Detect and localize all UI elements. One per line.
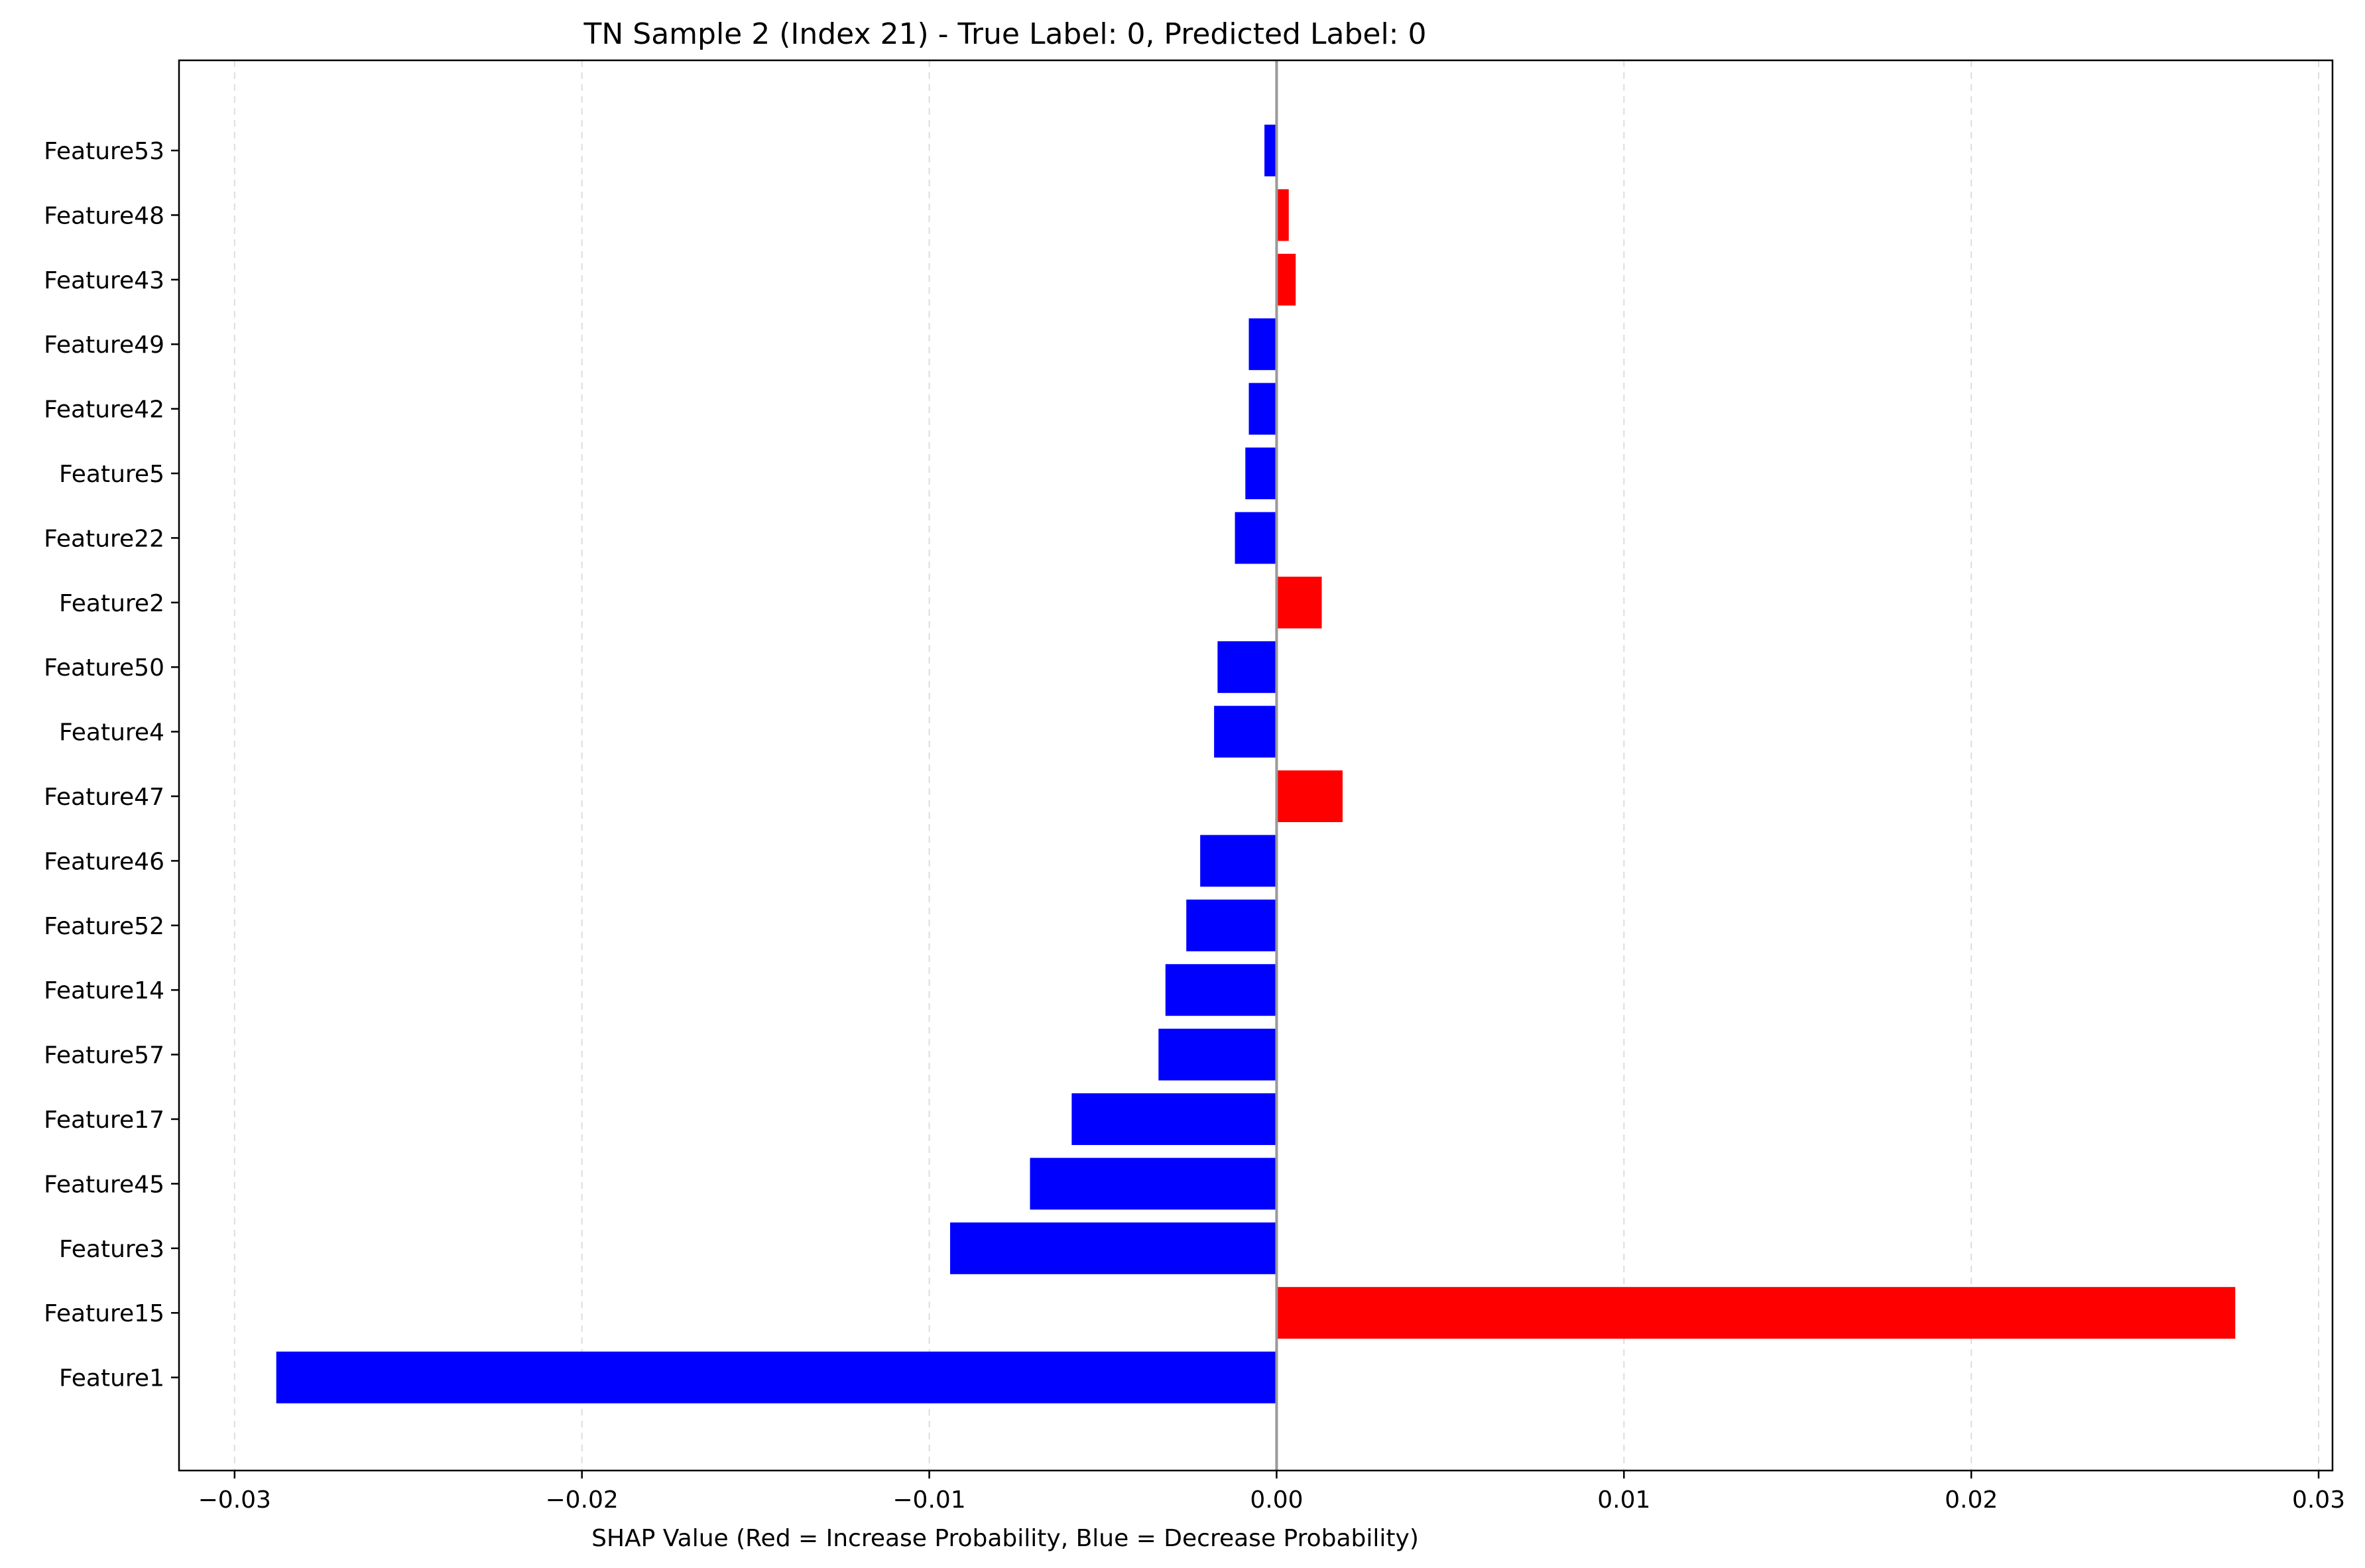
y-tick-label: Feature1 — [59, 1365, 164, 1392]
bars — [276, 125, 2236, 1404]
bar-feature1 — [276, 1351, 1277, 1404]
bar-feature57 — [1158, 1028, 1277, 1081]
bar-feature53 — [1264, 125, 1277, 176]
y-tick-label: Feature53 — [44, 138, 164, 165]
y-tick-label: Feature52 — [44, 913, 164, 940]
y-tick-label: Feature2 — [59, 590, 164, 617]
plot-area-frame — [178, 59, 2334, 1472]
x-tick-label: −0.03 — [198, 1486, 271, 1514]
x-tick-label: 0.00 — [1250, 1486, 1303, 1514]
y-tick-label: Feature49 — [44, 332, 164, 359]
bar-feature46 — [1200, 835, 1277, 887]
x-axis-label: SHAP Value (Red = Increase Probability, … — [591, 1525, 1419, 1552]
bar-feature14 — [1165, 964, 1277, 1016]
y-tick-label: Feature46 — [44, 848, 164, 875]
y-tick-label: Feature48 — [44, 202, 164, 229]
y-tick-label: Feature57 — [44, 1042, 164, 1069]
x-tick-label: 0.02 — [1945, 1486, 1998, 1514]
bar-feature52 — [1186, 899, 1277, 951]
bar-feature42 — [1248, 383, 1277, 435]
bar-feature45 — [1030, 1158, 1277, 1210]
y-tick-label: Feature3 — [59, 1236, 164, 1263]
bar-feature5 — [1245, 448, 1277, 499]
y-tick-label: Feature17 — [44, 1107, 164, 1134]
bar-feature4 — [1214, 705, 1277, 758]
bar-feature3 — [949, 1222, 1277, 1274]
bar-feature47 — [1276, 770, 1343, 822]
y-tick-label: Feature47 — [44, 784, 164, 811]
y-tick-label: Feature4 — [59, 719, 164, 747]
x-tick-label: −0.02 — [546, 1486, 619, 1514]
x-axis-ticks: −0.03 −0.02 −0.01 0.00 0.01 0.02 0.03 — [198, 1471, 2345, 1514]
bar-feature17 — [1071, 1093, 1277, 1145]
y-tick-label: Feature43 — [44, 267, 164, 294]
y-tick-label: Feature5 — [59, 461, 164, 488]
bar-feature43 — [1276, 253, 1296, 306]
chart-title: TN Sample 2 (Index 21) - True Label: 0, … — [583, 17, 1427, 51]
bar-feature50 — [1217, 641, 1277, 694]
bar-feature49 — [1248, 318, 1277, 371]
y-tick-label: Feature15 — [44, 1300, 164, 1327]
x-tick-label: −0.01 — [892, 1486, 965, 1514]
y-tick-label: Feature22 — [44, 525, 164, 552]
bar-feature2 — [1276, 576, 1322, 629]
y-axis-ticks: Feature53 Feature48 Feature43 Feature49 Feat… — [44, 138, 179, 1392]
x-tick-label: 0.01 — [1597, 1486, 1650, 1514]
bar-feature15 — [1276, 1287, 2236, 1339]
x-tick-label: 0.03 — [2292, 1486, 2345, 1514]
y-tick-label: Feature14 — [44, 977, 164, 1004]
bar-feature22 — [1235, 512, 1277, 564]
y-tick-label: Feature45 — [44, 1171, 164, 1198]
y-tick-label: Feature50 — [44, 654, 164, 682]
bar-feature48 — [1276, 189, 1289, 241]
y-tick-label: Feature42 — [44, 396, 164, 424]
